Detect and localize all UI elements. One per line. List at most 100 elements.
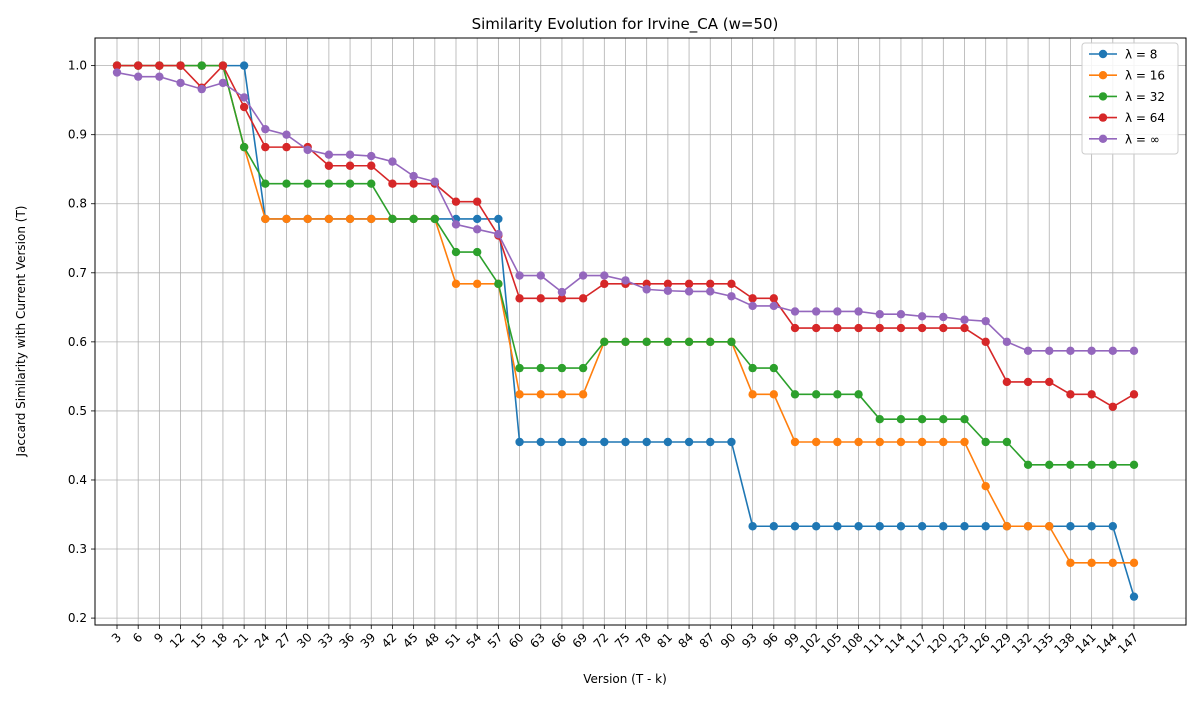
data-point (472, 197, 482, 206)
y-tick-label: 0.4 (68, 473, 87, 487)
data-point (833, 307, 842, 316)
data-point (578, 294, 588, 303)
data-point (218, 78, 228, 88)
data-point (536, 271, 545, 280)
data-point (790, 307, 800, 316)
data-point (430, 214, 440, 224)
data-point (960, 323, 969, 333)
data-point (790, 437, 800, 447)
data-point (303, 145, 312, 155)
data-point (1129, 558, 1139, 568)
data-point (706, 287, 715, 296)
data-point (1087, 522, 1096, 531)
y-tick-label: 0.6 (68, 335, 87, 349)
data-point (133, 61, 143, 70)
data-point (409, 179, 418, 188)
data-point (133, 72, 143, 81)
data-point (684, 337, 694, 347)
data-point (367, 151, 376, 161)
data-point (239, 61, 249, 70)
data-point (854, 323, 863, 333)
data-point (261, 179, 270, 188)
data-point (239, 93, 249, 102)
data-point (939, 312, 948, 322)
data-point (1108, 558, 1118, 568)
data-point (367, 179, 376, 188)
data-point (642, 285, 651, 294)
data-point (494, 279, 503, 289)
data-point (494, 229, 503, 239)
data-point (1129, 592, 1139, 601)
data-point (472, 225, 482, 234)
data-point (1066, 522, 1075, 531)
legend-label: λ = 16 (1125, 69, 1165, 83)
data-point (261, 124, 270, 134)
y-tick-label: 0.2 (68, 611, 87, 625)
data-point (536, 390, 545, 399)
data-point (684, 437, 694, 447)
chart-title: Similarity Evolution for Irvine_CA (w=50… (472, 15, 779, 34)
data-point (515, 294, 524, 303)
data-point (515, 390, 524, 399)
data-point (1002, 337, 1012, 347)
data-point (917, 437, 927, 447)
data-point (790, 522, 800, 531)
data-point (960, 437, 969, 447)
data-point (769, 294, 779, 303)
data-point (621, 276, 630, 285)
data-point (748, 294, 757, 303)
data-point (727, 337, 736, 347)
data-point (960, 315, 969, 324)
data-point (875, 415, 884, 424)
data-point (557, 437, 567, 447)
x-axis-label: Version (T - k) (583, 672, 667, 686)
y-tick-label: 1.0 (68, 59, 87, 73)
legend-marker (1098, 49, 1108, 59)
data-point (642, 337, 651, 347)
legend-item: λ = 8 (1089, 48, 1157, 62)
data-point (239, 102, 249, 112)
data-point (981, 437, 990, 447)
data-point (557, 363, 567, 373)
data-point (1066, 460, 1075, 469)
data-point (1023, 460, 1033, 469)
data-point (960, 415, 969, 424)
data-point (176, 61, 185, 70)
data-point (896, 323, 906, 333)
data-point (345, 179, 355, 188)
legend-item: λ = 32 (1089, 90, 1165, 104)
data-point (939, 437, 948, 447)
data-point (536, 437, 545, 447)
data-point (1087, 460, 1096, 469)
data-point (451, 247, 461, 257)
data-point (578, 363, 588, 373)
y-tick-label: 0.3 (68, 542, 87, 556)
data-point (388, 214, 397, 224)
legend-marker (1098, 71, 1108, 80)
data-point (917, 415, 927, 424)
data-point (218, 61, 228, 70)
data-point (176, 78, 185, 88)
data-point (303, 179, 312, 188)
data-point (833, 437, 842, 447)
legend-marker (1098, 134, 1108, 143)
data-point (324, 150, 334, 159)
data-point (621, 337, 630, 347)
data-point (939, 522, 948, 531)
data-point (854, 307, 863, 316)
data-point (282, 142, 291, 152)
data-point (430, 177, 440, 186)
data-point (833, 522, 842, 531)
data-point (472, 214, 482, 224)
data-point (515, 363, 524, 373)
data-point (1023, 377, 1033, 387)
data-point (1129, 460, 1139, 469)
data-point (1087, 346, 1096, 356)
data-point (854, 390, 863, 399)
data-point (197, 61, 206, 70)
data-point (875, 323, 884, 333)
data-point (578, 437, 588, 447)
data-point (1045, 377, 1054, 387)
data-point (684, 279, 694, 289)
